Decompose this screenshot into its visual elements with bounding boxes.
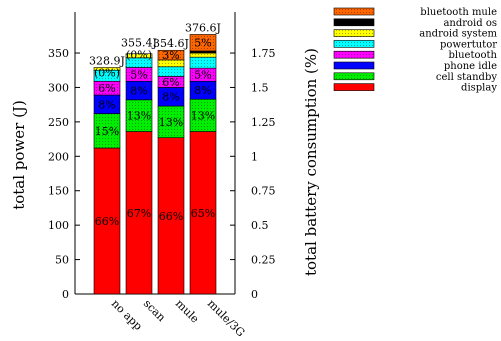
legend-swatch-texture <box>334 8 374 15</box>
segment-percent-label: 6% <box>162 76 179 89</box>
y2-axis-title: total battery consumption (%) <box>302 48 320 276</box>
y2-tick-label: 1.75 <box>251 47 276 60</box>
x-tick-label: no app <box>109 297 145 333</box>
y2-tick-label: 0.5 <box>251 219 269 232</box>
y-tick-label: 100 <box>48 219 69 232</box>
bar-total-label: 354.6J <box>153 37 189 50</box>
bar-segment-texture <box>190 57 216 69</box>
bar-segment-texture <box>158 76 184 88</box>
bar-segment-display <box>189 131 217 295</box>
bar-segment-texture <box>190 34 216 51</box>
legend-swatch <box>333 61 375 70</box>
bars-group: 66%15%8%6%328.9J(0%)67%13%8%5%355.4J(0%)… <box>89 22 221 295</box>
segment-percent-label: 8% <box>130 85 147 98</box>
segment-percent-label: 5% <box>194 69 211 82</box>
legend-label: powertutor <box>440 39 497 50</box>
bar-segment-texture <box>158 66 184 77</box>
segment-percent-label: 5% <box>194 37 211 50</box>
y2-tick-label: 1 <box>251 150 258 163</box>
y-tick-label: 0 <box>62 288 69 301</box>
segment-percent-label: 5% <box>130 68 147 81</box>
segment-percent-label: 15% <box>95 125 119 138</box>
segment-percent-label: 67% <box>127 207 151 220</box>
bar-total-label: 328.9J <box>89 55 125 68</box>
segment-percent-label: 66% <box>95 215 119 228</box>
segment-percent-label: 8% <box>162 91 179 104</box>
segment-percent-label: 13% <box>127 110 151 123</box>
bar-segment-texture <box>126 67 152 82</box>
bar-segment-texture <box>126 53 152 58</box>
x-tick-label: mule <box>173 297 202 326</box>
segment-percent-label: 13% <box>191 109 215 122</box>
bar-segment-texture <box>190 99 216 132</box>
bar-segment-display <box>93 147 121 295</box>
bar-segment-android-os <box>189 50 217 54</box>
zero-percent-label: (0%) <box>126 48 152 61</box>
x-tick-label: scan <box>141 297 168 324</box>
segment-percent-label: 8% <box>98 98 115 111</box>
bar-segment-display <box>125 131 153 295</box>
left-axis: 0 50 100 150 200 250 300 350 <box>48 47 80 301</box>
y2-tick-label: 0 <box>251 288 258 301</box>
bar-segment-texture <box>158 50 184 60</box>
segment-percent-label: 66% <box>159 210 183 223</box>
bar-segment-texture <box>94 70 120 82</box>
legend-swatch-texture <box>334 40 374 48</box>
y-tick-label: 350 <box>48 47 69 60</box>
y-tick-label: 150 <box>48 185 69 198</box>
y-tick-label: 300 <box>48 81 69 94</box>
bar-segment-texture <box>126 99 152 132</box>
segment-percent-label: 13% <box>159 116 183 129</box>
legend-label: phone idle <box>444 61 497 72</box>
bar-segment-texture <box>158 106 184 138</box>
bar-segment-texture <box>94 67 120 71</box>
legend-label: cell standby <box>436 72 497 83</box>
zero-percent-label: (0%) <box>94 67 120 80</box>
segment-percent-label: 3% <box>162 49 179 62</box>
y-tick-label: 50 <box>55 254 69 267</box>
y2-tick-label: 1.25 <box>251 116 276 129</box>
bar-total-label: 376.6J <box>185 22 221 35</box>
legend-label: display <box>461 83 497 94</box>
y-axis-title: total power (J) <box>10 100 28 210</box>
legend-swatch <box>333 18 375 27</box>
y2-tick-label: 0.75 <box>251 185 276 198</box>
legend-swatch-texture <box>334 29 374 37</box>
segment-percent-label: 6% <box>98 82 115 95</box>
bar-segment-texture <box>94 113 120 149</box>
y2-tick-label: 1.5 <box>251 81 269 94</box>
legend-swatch-texture <box>334 72 374 80</box>
bar-segment-texture <box>190 53 216 58</box>
segment-percent-label: 65% <box>191 207 215 220</box>
x-tick-label: mule/3G <box>205 297 247 339</box>
bar-total-label: 355.4J <box>121 36 157 49</box>
legend-label: bluetooth mule <box>420 7 497 18</box>
y-tick-label: 200 <box>48 150 69 163</box>
legend-swatch <box>333 83 375 91</box>
bar-segment-texture <box>158 59 184 67</box>
bar-segment-texture <box>190 68 216 82</box>
bar-segment-texture <box>94 81 120 96</box>
legend-label: android os <box>443 18 497 29</box>
right-axis: 0 0.25 0.5 0.75 1 1.25 1.5 1.75 <box>230 47 276 301</box>
bar-segment-display <box>157 137 185 295</box>
segment-percent-label: 8% <box>194 84 211 97</box>
legend-label: android system <box>419 29 497 40</box>
legend-label: bluetooth <box>449 50 498 61</box>
y2-tick-label: 0.25 <box>251 254 276 267</box>
y-tick-label: 250 <box>48 116 69 129</box>
legend-swatch-texture <box>334 51 374 59</box>
bar-segment-texture <box>126 57 152 68</box>
